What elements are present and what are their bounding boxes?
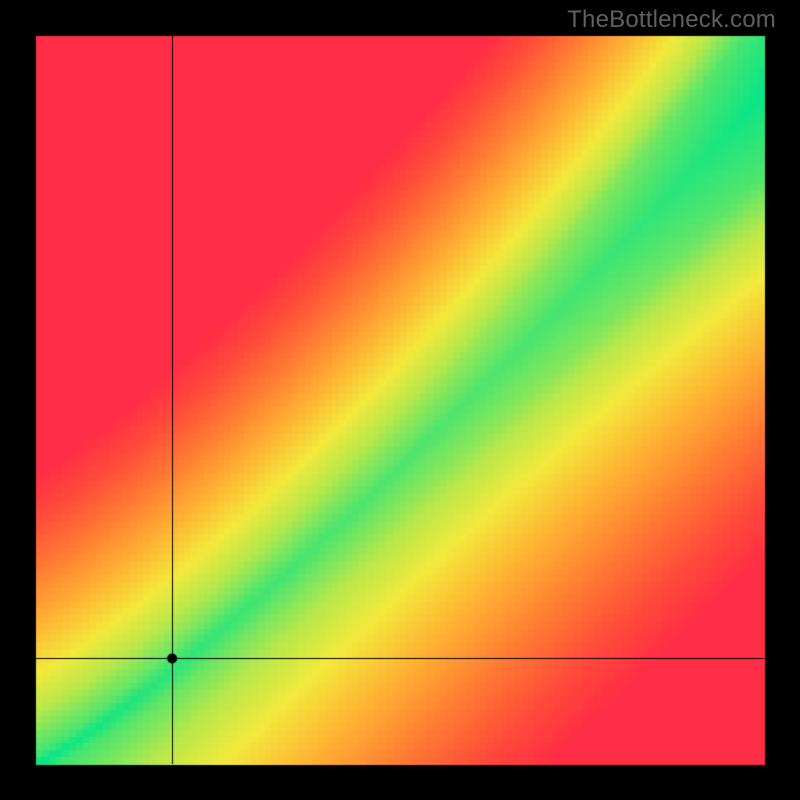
watermark-text: TheBottleneck.com	[567, 6, 776, 34]
chart-container: TheBottleneck.com	[0, 0, 800, 800]
bottleneck-heatmap	[0, 0, 800, 800]
